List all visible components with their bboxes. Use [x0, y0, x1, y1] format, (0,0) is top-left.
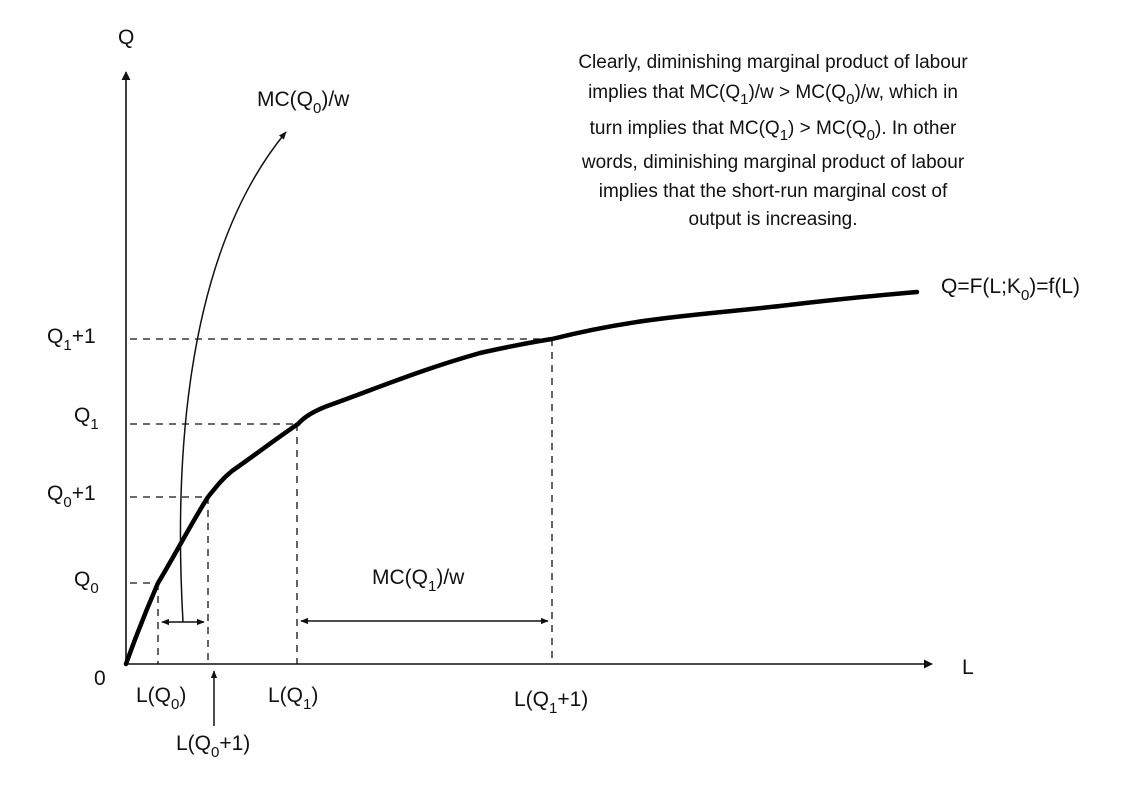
annotation-text: Clearly, diminishing marginal product of…	[578, 52, 968, 230]
annotation-line-3: turn implies that MC(Q1) > MC(Q0). In ot…	[590, 118, 957, 144]
annotation-line-1: Clearly, diminishing marginal product of…	[578, 52, 968, 73]
production-curve-label: Q=F(L;K0)=f(L)	[941, 275, 1080, 304]
x-axis-label: L	[962, 656, 974, 679]
annotation-line-4: words, diminishing marginal product of l…	[581, 152, 965, 173]
mc0-curved-arrow	[179, 131, 287, 623]
x-tick-l-q0: L(Q0)	[136, 684, 186, 713]
y-tick-q0: Q0	[74, 568, 99, 597]
origin-label: 0	[94, 667, 106, 690]
annotation-line-5: implies that the short-run marginal cost…	[599, 181, 948, 202]
x-tick-l-q1: L(Q1)	[268, 684, 318, 713]
y-axis-label: Q	[118, 26, 134, 49]
annotation-line-2: implies that MC(Q1)/w > MC(Q0)/w, which …	[588, 82, 958, 108]
annotation-line-6: output is increasing.	[689, 209, 858, 230]
y-tick-q0-plus-1: Q0+1	[47, 482, 96, 511]
production-curve	[123, 289, 920, 667]
y-tick-q1: Q1	[74, 404, 99, 433]
y-tick-q1-plus-1: Q1+1	[47, 325, 96, 354]
x-tick-l-q1-plus-1: L(Q1+1)	[514, 688, 588, 717]
mc1-label: MC(Q1)/w	[372, 566, 465, 595]
x-tick-l-q0-plus-1: L(Q0+1)	[176, 732, 250, 761]
mc0-label: MC(Q0)/w	[257, 88, 350, 117]
